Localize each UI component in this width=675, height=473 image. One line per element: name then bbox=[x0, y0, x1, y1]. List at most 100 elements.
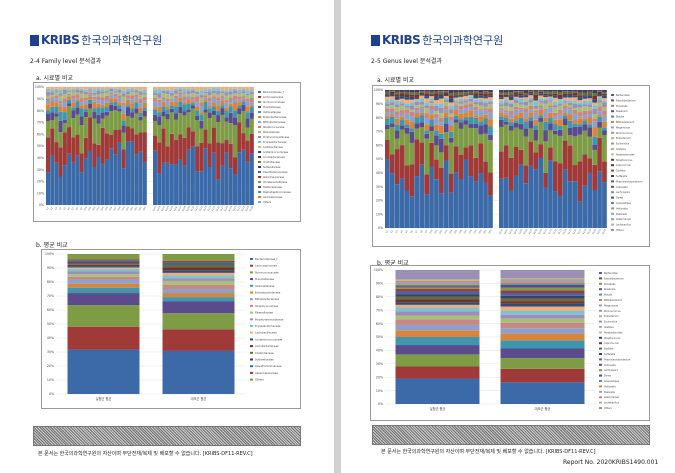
stack-segment bbox=[453, 104, 459, 106]
stack-segment bbox=[67, 326, 140, 350]
stack-segment bbox=[562, 140, 568, 170]
stack-segment bbox=[582, 100, 588, 105]
stack-segment bbox=[548, 123, 553, 131]
stack-segment bbox=[207, 101, 212, 106]
stack-segment bbox=[434, 130, 439, 136]
legend-swatch bbox=[599, 277, 602, 280]
x-tick-label: S6 bbox=[67, 206, 71, 210]
stack-segment bbox=[237, 87, 242, 90]
stack-segment bbox=[503, 121, 509, 125]
stack-segment bbox=[385, 124, 390, 130]
stack-segment bbox=[488, 92, 493, 94]
stack-segment bbox=[142, 89, 147, 93]
stack-segment bbox=[602, 127, 607, 131]
stack-segment bbox=[543, 103, 548, 109]
stack-segment bbox=[488, 100, 493, 102]
stack-segment bbox=[88, 108, 93, 118]
stack-segment bbox=[518, 90, 524, 92]
stack-segment bbox=[385, 139, 390, 160]
stack-segment bbox=[587, 158, 593, 173]
stack-segment bbox=[62, 88, 67, 90]
stack-segment bbox=[125, 87, 130, 89]
stack-segment bbox=[553, 112, 558, 117]
legend-swatch bbox=[611, 229, 614, 231]
y-tick-label: 0% bbox=[378, 402, 383, 406]
stack-segment bbox=[557, 109, 563, 115]
stack-segment bbox=[503, 96, 509, 98]
stack-segment bbox=[439, 94, 444, 99]
y-tick-label: 70% bbox=[376, 308, 383, 312]
x-tick-label: S10 bbox=[429, 229, 434, 235]
stack-segment bbox=[186, 104, 191, 110]
stack-segment bbox=[582, 118, 588, 122]
legend-entry: Anaerostipes bbox=[616, 202, 632, 205]
stack-segment bbox=[161, 101, 166, 107]
stack-segment bbox=[602, 92, 607, 94]
stack-segment bbox=[443, 160, 449, 228]
kribs-logo: KRIBS 한국의과학연구원 bbox=[371, 32, 503, 48]
stack-segment bbox=[157, 125, 162, 143]
legend-entry: Christensenellaceae bbox=[263, 181, 288, 184]
stack-segment bbox=[528, 141, 534, 166]
stack-segment bbox=[518, 93, 524, 96]
stack-segment bbox=[67, 127, 72, 154]
stack-segment bbox=[245, 98, 250, 102]
stack-segment bbox=[409, 102, 415, 106]
stack-segment bbox=[508, 92, 514, 96]
stack-segment bbox=[458, 128, 464, 155]
stack-segment bbox=[174, 113, 179, 120]
stack-segment bbox=[543, 110, 548, 118]
stack-segment bbox=[538, 105, 543, 108]
stack-segment bbox=[577, 112, 583, 117]
stack-segment bbox=[195, 90, 200, 92]
stack-segment bbox=[100, 118, 105, 128]
stack-segment bbox=[58, 111, 63, 121]
stack-segment bbox=[572, 114, 578, 121]
stack-segment bbox=[458, 179, 464, 228]
legend-entry: Coriobacteriaceae bbox=[263, 156, 285, 159]
stack-segment bbox=[162, 280, 235, 285]
stack-segment bbox=[434, 159, 439, 180]
x-tick-label: S3 bbox=[54, 206, 58, 210]
stack-segment bbox=[237, 89, 242, 93]
stack-segment bbox=[443, 90, 449, 92]
stack-segment bbox=[241, 96, 246, 98]
stack-segment bbox=[587, 117, 593, 125]
stack-segment bbox=[79, 172, 84, 205]
stack-segment bbox=[220, 96, 225, 99]
stack-segment bbox=[453, 94, 459, 96]
stack-segment bbox=[562, 125, 568, 141]
stack-segment bbox=[249, 133, 254, 154]
stack-segment bbox=[54, 162, 59, 205]
stack-segment bbox=[157, 106, 162, 113]
stack-segment bbox=[424, 102, 429, 106]
stack-segment bbox=[439, 93, 444, 95]
stack-segment bbox=[478, 93, 483, 96]
x-tick-label: S13 bbox=[96, 206, 101, 212]
stack-segment bbox=[104, 89, 109, 92]
x-tick-label: S123 bbox=[245, 205, 251, 212]
stack-segment bbox=[488, 172, 493, 196]
stack-segment bbox=[216, 91, 221, 95]
stack-segment bbox=[443, 102, 449, 107]
stack-segment bbox=[54, 102, 59, 107]
stack-segment bbox=[207, 167, 212, 205]
stack-segment bbox=[113, 154, 118, 205]
legend-swatch bbox=[599, 299, 602, 301]
stack-segment bbox=[528, 90, 534, 92]
stack-segment bbox=[245, 118, 250, 128]
family-sample-chart-svg: 0%10%20%30%40%50%60%70%80%90%100%S1 S2 S3 S… bbox=[35, 85, 291, 212]
stack-segment bbox=[46, 137, 51, 173]
stack-segment bbox=[249, 112, 254, 119]
stack-segment bbox=[597, 121, 602, 128]
x-tick-label: S15 bbox=[104, 206, 109, 212]
stack-segment bbox=[473, 98, 479, 100]
stack-segment bbox=[577, 124, 583, 128]
x-tick-label: S13 bbox=[444, 229, 449, 235]
stack-segment bbox=[543, 97, 548, 99]
stack-segment bbox=[592, 105, 597, 109]
stack-segment bbox=[79, 125, 84, 154]
stack-segment bbox=[582, 124, 588, 131]
stack-segment bbox=[473, 95, 479, 99]
stack-segment bbox=[67, 279, 140, 284]
